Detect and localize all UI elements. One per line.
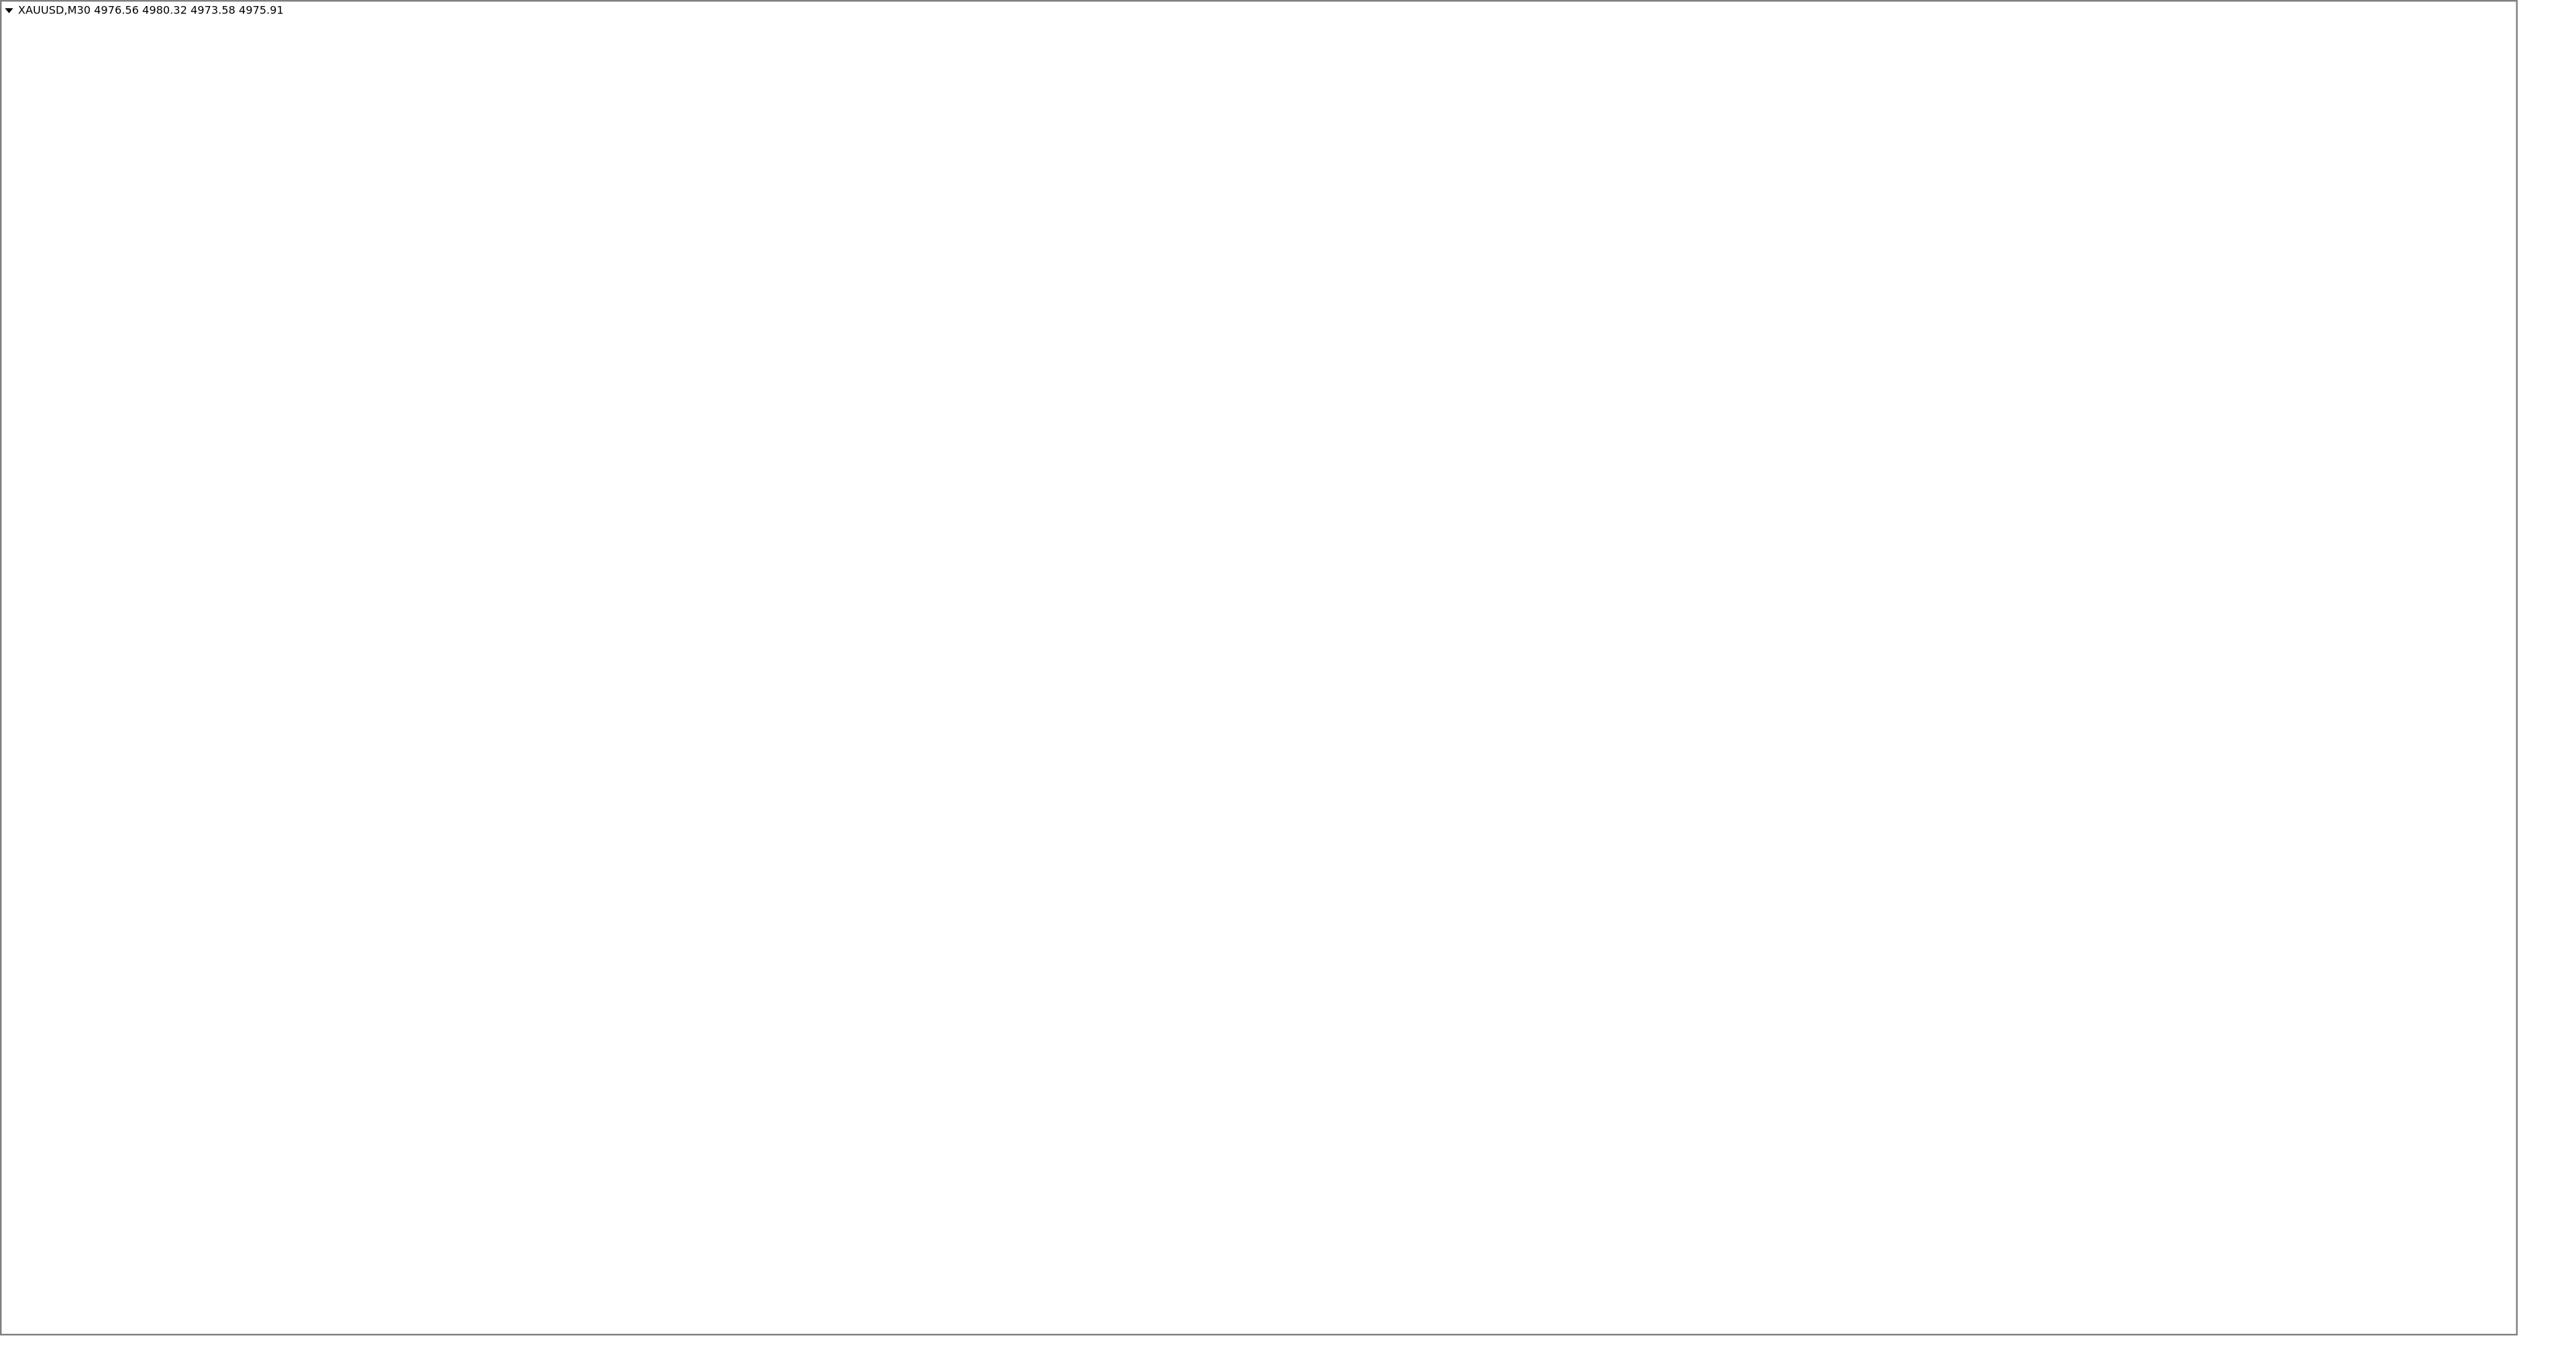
plot-border [0,0,2518,1336]
menu-arrow [5,8,13,13]
symbol-header: XAUUSD,M30 4976.56 4980.32 4973.58 4975.… [18,3,284,16]
